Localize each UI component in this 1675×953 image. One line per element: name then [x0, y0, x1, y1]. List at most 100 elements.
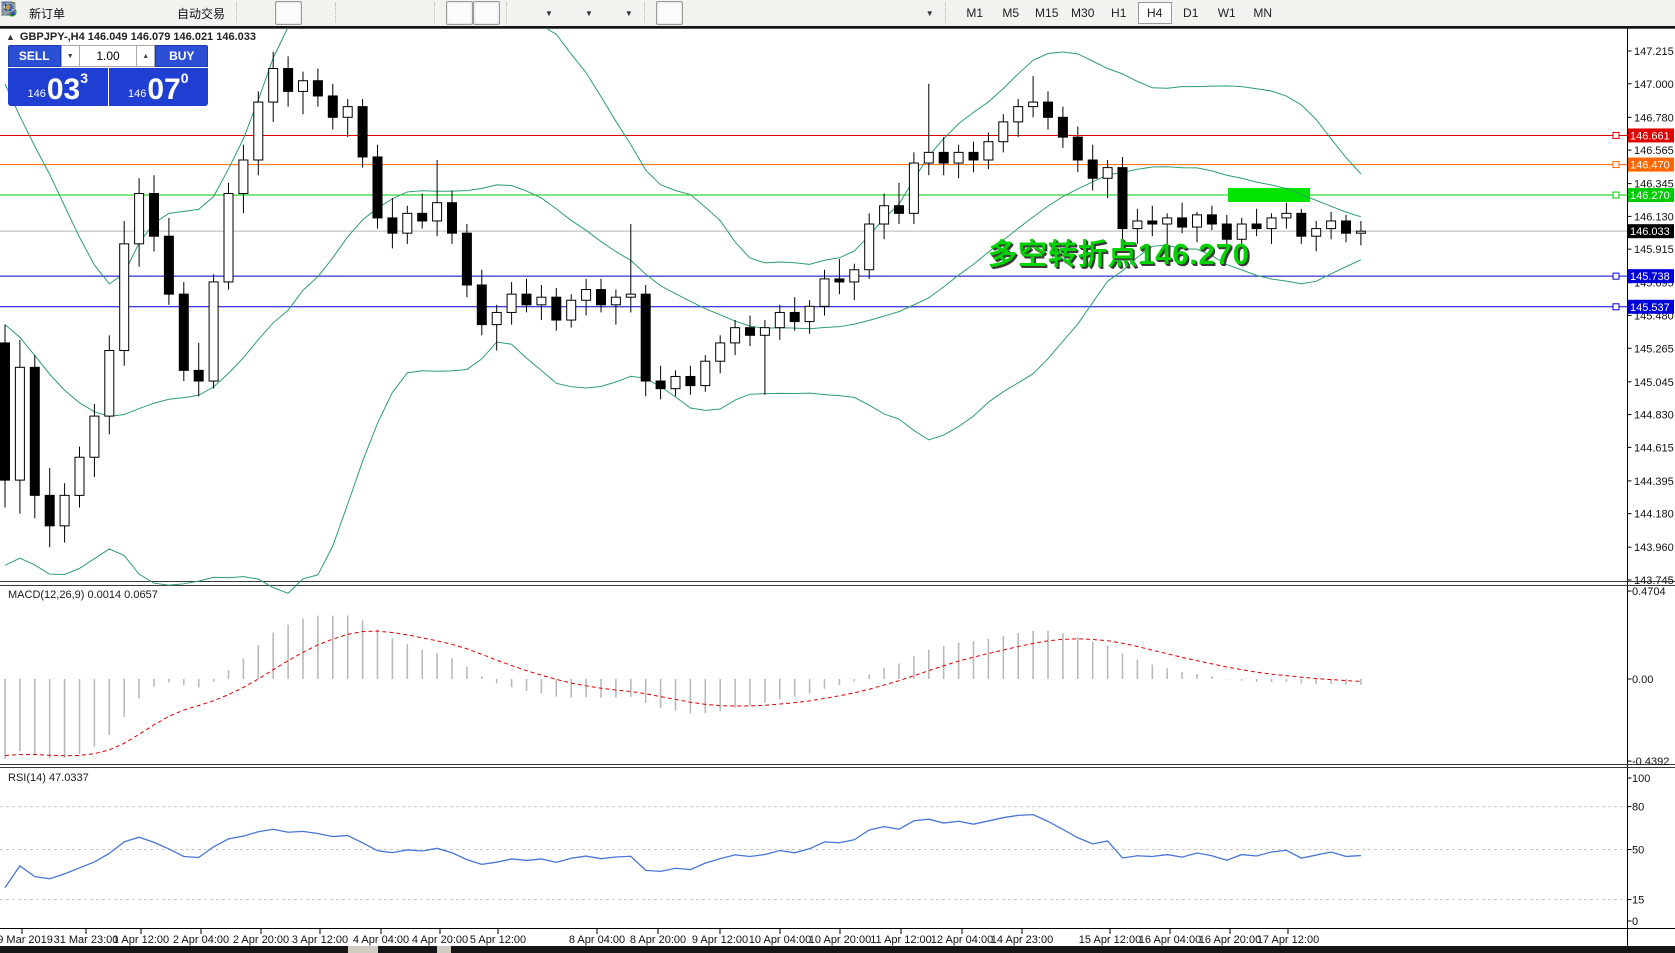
autotrading-button[interactable]: 自动交易	[1, 1, 230, 25]
candle-body	[327, 95, 338, 118]
price-tag-label: 146.270	[1630, 190, 1670, 202]
time-tick-label: 9 Apr 12:00	[692, 934, 748, 946]
text-label-icon: T	[1, 2, 894, 22]
fibonacci-button[interactable]: F	[3, 1, 845, 25]
profiles-button[interactable]	[0, 1, 124, 25]
signals-button[interactable]	[2, 1, 151, 25]
price-tag[interactable]	[1628, 299, 1674, 314]
text-label-button[interactable]: T	[1, 1, 899, 25]
auto-scroll-button[interactable]	[2, 1, 474, 25]
candle-body	[1192, 214, 1202, 228]
rsi-tick-label: 80	[1632, 802, 1644, 814]
level-line-handle[interactable]	[1612, 303, 1620, 311]
candle-body	[104, 350, 115, 417]
buy-button[interactable]: BUY	[155, 45, 208, 67]
one-click-trading-panel: SELL ▼ ▲ BUY 146 03 3 146 07 0	[8, 45, 208, 106]
line-studies-group: E F A T ▼	[1, 1, 942, 25]
time-tick-label: 16 Apr 04:00	[1139, 934, 1201, 946]
candle-body	[1296, 212, 1307, 237]
rsi-indicator-label: RSI(14) 47.0337	[8, 772, 89, 784]
tab-timeframe-M1[interactable]: M1	[966, 6, 984, 20]
level-line-handle[interactable]	[1612, 272, 1620, 280]
indicators-button[interactable]: ▼	[1, 1, 558, 25]
chat-icon[interactable]	[1, 2, 1661, 22]
candle-body	[447, 202, 457, 234]
level-line-handle[interactable]	[1612, 131, 1620, 139]
cursor-button[interactable]	[5, 1, 683, 25]
time-tick-label: 14 Apr 23:00	[991, 934, 1053, 946]
templates-button[interactable]: ▼	[1, 1, 638, 25]
candlestick-icon	[2, 2, 297, 22]
tab-timeframe-MN[interactable]: MN	[1253, 6, 1273, 20]
volume-decrease-button[interactable]: ▼	[60, 45, 80, 67]
rsi-tick-label: 100	[1632, 773, 1650, 785]
sell-price-button[interactable]: 146 03 3	[8, 68, 108, 106]
vertical-line-icon	[8, 2, 732, 22]
price-tag[interactable]	[1628, 269, 1674, 284]
tab-timeframe-D1[interactable]: D1	[1183, 6, 1199, 20]
periods-button[interactable]: ▼	[1, 1, 598, 25]
toolbar-separator	[236, 3, 242, 23]
buy-price-button[interactable]: 146 07 0	[108, 68, 208, 106]
window-bottom-edge	[0, 946, 1675, 953]
time-tick-label: 15 Apr 12:00	[1079, 934, 1141, 946]
zoom-in-button[interactable]	[2, 1, 374, 25]
equidistant-channel-button[interactable]: E	[1, 1, 818, 25]
tab-timeframe-M30[interactable]: M30	[1071, 6, 1095, 20]
candle-body	[923, 151, 934, 164]
sell-price-main: 03	[46, 73, 81, 106]
line-chart-button[interactable]	[2, 1, 329, 25]
bar-chart-button[interactable]	[2, 1, 275, 25]
chart-annotation-text[interactable]: 多空转折点146.270	[988, 239, 1250, 271]
zoom-out-button[interactable]	[2, 1, 401, 25]
tab-timeframe-H1[interactable]: H1	[1111, 6, 1127, 20]
tile-windows-button[interactable]	[2, 1, 428, 25]
candle-body	[1147, 220, 1158, 225]
candlestick-chart-button[interactable]	[2, 1, 303, 25]
candle-body	[1043, 101, 1053, 118]
level-line-handle[interactable]	[1612, 191, 1620, 199]
vertical-line-button[interactable]	[8, 1, 737, 25]
metaeditor-icon	[1, 1, 92, 22]
search-icon[interactable]	[1, 1, 1634, 22]
candle-body	[387, 217, 398, 234]
candle-body	[774, 311, 785, 329]
symbol-ohlc-bar: ▲ GBPJPY-,H4 146.049 146.079 146.021 146…	[6, 31, 256, 43]
text-button[interactable]: A	[4, 1, 872, 25]
level-line-handle[interactable]	[1612, 161, 1620, 169]
clock-icon	[1, 1, 580, 22]
metaeditor-button[interactable]	[1, 1, 97, 25]
volume-input[interactable]	[80, 45, 136, 67]
highlight-rectangle[interactable]	[1228, 188, 1310, 202]
macd-indicator-label: MACD(12,26,9) 0.0014 0.0657	[8, 589, 158, 601]
candle-body	[119, 243, 130, 352]
tab-timeframe-W1[interactable]: W1	[1217, 6, 1236, 20]
price-tag[interactable]	[1628, 224, 1674, 239]
sell-button[interactable]: SELL	[8, 45, 61, 67]
trendline-button[interactable]	[2, 1, 791, 25]
price-tick-label: 145.915	[1634, 244, 1674, 256]
buy-price-sup: 0	[180, 70, 189, 86]
time-tick-label: 5 Apr 12:00	[470, 934, 526, 946]
bollinger-lower-band	[4, 244, 1362, 594]
price-tag[interactable]	[1628, 157, 1674, 172]
volume-increase-button[interactable]: ▲	[136, 45, 156, 67]
price-tag[interactable]	[1628, 188, 1674, 203]
collapse-panel-icon[interactable]: ▲	[6, 32, 15, 42]
price-tick-label: 145.045	[1634, 377, 1674, 389]
price-tag[interactable]	[1628, 128, 1674, 143]
tab-timeframe-H4[interactable]: H4	[1137, 2, 1172, 24]
chart-shift-button[interactable]	[2, 1, 501, 25]
candle-body	[1221, 223, 1232, 240]
candle-body	[819, 278, 830, 307]
tab-timeframe-M5[interactable]: M5	[1002, 6, 1020, 20]
candle-body	[953, 151, 964, 164]
arrows-button[interactable]: ▼	[4, 1, 939, 25]
timeframes-group: M1 M5 M15 M30 H1 H4 D1 W1 MN	[954, 1, 1284, 25]
time-tick-label: 4 Apr 04:00	[353, 934, 409, 946]
tab-timeframe-M15[interactable]: M15	[1035, 6, 1059, 20]
crosshair-button[interactable]	[2, 1, 710, 25]
horizontal-line-button[interactable]	[2, 1, 764, 25]
